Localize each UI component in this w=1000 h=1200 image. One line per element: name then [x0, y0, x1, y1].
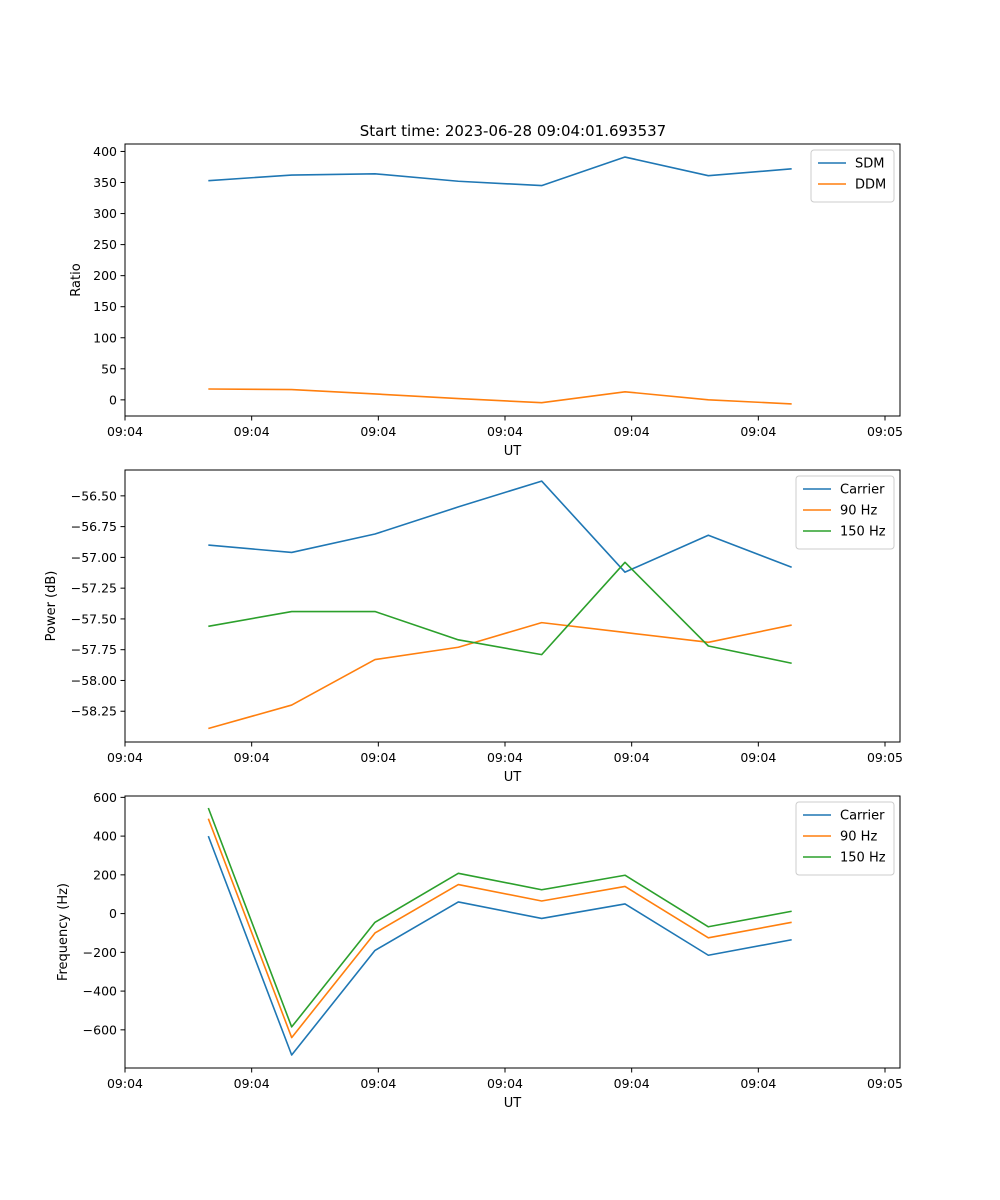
legend-label: 150 Hz [840, 525, 886, 540]
legend-label: Carrier [840, 483, 885, 498]
plot-frame [124, 795, 901, 1069]
series-line-carrier [208, 480, 792, 573]
x-tick-label: 09:04 [107, 1076, 143, 1091]
x-tick-label: 09:04 [107, 424, 143, 439]
plot-frame [124, 143, 901, 417]
y-axis-label: Power (dB) [44, 571, 59, 642]
y-tick-label: −56.75 [71, 519, 117, 534]
y-tick-label: −57.00 [71, 550, 117, 565]
chart-panels: 0 50 100 150 200 250 300 350 400 09:04 09:04 09:04 0… [44, 143, 903, 1111]
series-line-ddm [208, 388, 792, 405]
x-tick-label: 09:04 [614, 424, 650, 439]
x-tick-label: 09:04 [740, 1076, 776, 1091]
x-tick-label: 09:04 [360, 750, 396, 765]
series-line-90-hz [207, 818, 792, 1039]
series-line-sdm [208, 156, 792, 187]
x-axis-label: UT [504, 1096, 522, 1111]
x-tick-label: 09:04 [740, 424, 776, 439]
x-tick-label: 09:04 [614, 750, 650, 765]
x-tick-label: 09:04 [487, 1076, 523, 1091]
x-axis-label: UT [504, 444, 522, 459]
legend-label: 150 Hz [840, 851, 886, 866]
y-tick-label: −57.25 [71, 581, 117, 596]
x-axis-label: UT [504, 770, 522, 785]
y-tick-label: −57.75 [71, 642, 117, 657]
x-tick-label: 09:04 [487, 424, 523, 439]
y-axis-label: Ratio [69, 263, 84, 296]
y-tick-label: 200 [93, 268, 117, 283]
y-tick-label: 0 [109, 906, 117, 921]
legend-label: Carrier [840, 809, 885, 824]
chart-panel-1: 0 50 100 150 200 250 300 350 400 09:04 09:04 09:04 0… [69, 143, 903, 459]
legend: SDM DDM [810, 149, 895, 203]
y-tick-label: 150 [93, 299, 117, 314]
y-tick-label: 350 [93, 175, 117, 190]
x-tick-label: 09:04 [234, 1076, 270, 1091]
series-line-150-hz [207, 807, 792, 1028]
legend: Carrier 90 Hz 150 Hz [795, 475, 895, 550]
y-tick-label: 50 [101, 361, 117, 376]
legend-label: 90 Hz [840, 504, 877, 519]
y-tick-label: −200 [83, 945, 117, 960]
legend-label: 90 Hz [840, 830, 877, 845]
x-tick-label: 09:04 [360, 424, 396, 439]
x-tick-label: 09:04 [614, 1076, 650, 1091]
y-tick-label: 400 [93, 144, 117, 159]
y-tick-label: −57.50 [71, 611, 117, 626]
y-tick-label: −58.00 [71, 673, 117, 688]
chart-panel-3: −600 −400 −200 0 200 400 600 09:04 09:04 09:04 09:… [56, 790, 903, 1111]
legend-label: DDM [855, 178, 886, 193]
series-line-150-hz [208, 561, 792, 665]
y-tick-label: 0 [109, 392, 117, 407]
x-tick-label: 09:05 [867, 424, 903, 439]
figure-title: Start time: 2023-06-28 09:04:01.693537 [360, 122, 666, 140]
y-tick-label: −56.50 [71, 488, 117, 503]
x-tick-label: 09:05 [867, 750, 903, 765]
y-tick-label: 400 [93, 829, 117, 844]
x-tick-label: 09:04 [740, 750, 776, 765]
x-tick-label: 09:04 [360, 1076, 396, 1091]
y-tick-label: 100 [93, 330, 117, 345]
x-tick-label: 09:04 [487, 750, 523, 765]
y-tick-label: 200 [93, 867, 117, 882]
x-tick-label: 09:04 [234, 424, 270, 439]
chart-panel-2: −58.25 −58.00 −57.75 −57.50 −57.25 −57.00 −56.… [44, 469, 903, 785]
y-tick-label: 250 [93, 237, 117, 252]
series-line-carrier [207, 835, 792, 1056]
plot-frame [124, 469, 901, 743]
legend: Carrier 90 Hz 150 Hz [795, 801, 895, 876]
y-tick-label: 600 [93, 790, 117, 805]
y-tick-label: −58.25 [71, 704, 117, 719]
x-tick-label: 09:05 [867, 1076, 903, 1091]
x-tick-label: 09:04 [234, 750, 270, 765]
series-line-90-hz [208, 621, 792, 730]
y-tick-label: −400 [83, 984, 117, 999]
y-tick-label: 300 [93, 206, 117, 221]
y-axis-label: Frequency (Hz) [56, 883, 71, 981]
legend-label: SDM [855, 157, 884, 172]
x-tick-label: 09:04 [107, 750, 143, 765]
y-tick-label: −600 [83, 1022, 117, 1037]
